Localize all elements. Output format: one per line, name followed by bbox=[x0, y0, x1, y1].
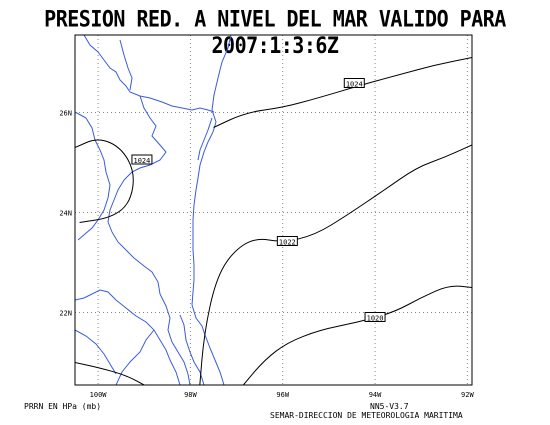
longitude-label: 94W bbox=[369, 391, 382, 399]
isobar-line bbox=[75, 139, 134, 223]
isobar-line bbox=[242, 285, 472, 385]
isobars: 1024 1022 1020 1024 bbox=[75, 57, 472, 385]
isobar-line bbox=[199, 144, 472, 385]
grid-lines bbox=[75, 35, 472, 385]
agency-credit: SEMAR-DIRECCION DE METEOROLOGIA MARITIMA bbox=[270, 411, 463, 420]
isobar-label: 1020 bbox=[367, 315, 384, 323]
map-frame bbox=[74, 34, 473, 386]
latitude-label: 22N bbox=[59, 310, 72, 318]
isobar-label-bg bbox=[276, 236, 298, 246]
units-label: PRRN EN HPa (mb) bbox=[24, 402, 102, 411]
isobar-line bbox=[75, 362, 146, 385]
map-title: PRESION RED. A NIVEL DEL MAR VALIDO PARA… bbox=[44, 5, 506, 59]
latitude-label: 24N bbox=[59, 210, 72, 218]
longitude-label: 98W bbox=[184, 391, 197, 399]
isobar-label: 1022 bbox=[279, 239, 296, 247]
axis-labels: 100W 98W 96W 94W 92W 26N 24N 22N bbox=[59, 110, 474, 400]
longitude-label: 92W bbox=[461, 391, 474, 399]
latitude-label: 26N bbox=[59, 110, 72, 118]
isobar-label-bg bbox=[364, 312, 386, 322]
isobar-label-bg bbox=[131, 154, 153, 165]
isobar-label: 1024 bbox=[134, 157, 151, 165]
isobar-label-bg bbox=[343, 78, 365, 88]
isobar-line bbox=[213, 57, 472, 128]
longitude-label: 96W bbox=[276, 391, 289, 399]
isobar-label: 1024 bbox=[346, 81, 363, 89]
model-version: NN5-V3.7 bbox=[370, 402, 409, 411]
longitude-label: 100W bbox=[90, 391, 108, 399]
